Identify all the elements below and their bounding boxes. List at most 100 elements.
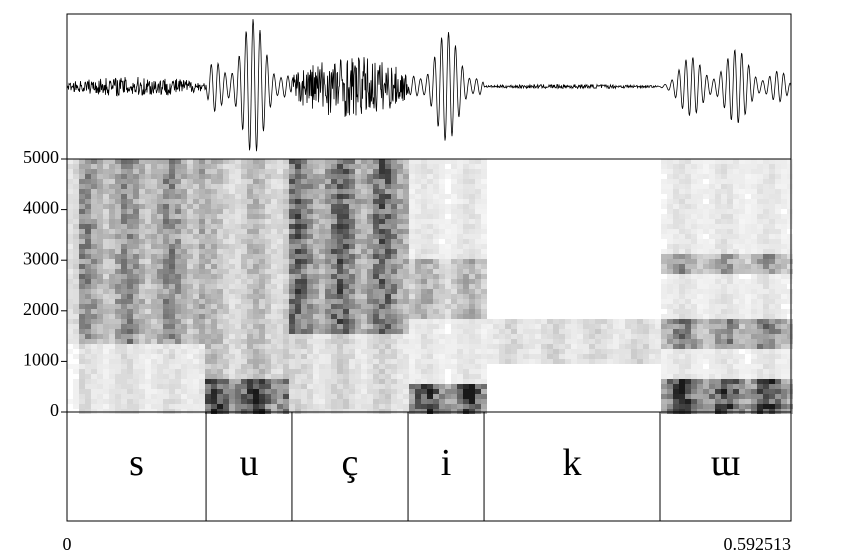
spectrogram-cell <box>733 364 739 369</box>
spectrogram-cell <box>427 199 433 204</box>
spectrogram-cell <box>127 344 133 349</box>
spectrogram-cell <box>415 294 421 299</box>
spectrogram-cell <box>349 264 355 269</box>
spectrogram-cell <box>295 204 301 209</box>
spectrogram-cell <box>193 174 199 179</box>
spectrogram-cell <box>109 299 115 304</box>
spectrogram-cell <box>379 399 385 404</box>
spectrogram-cell <box>79 399 85 404</box>
spectrogram-cell <box>283 259 289 264</box>
spectrogram-cell <box>433 369 439 374</box>
spectrogram-cell <box>469 259 475 264</box>
spectrogram-cell <box>391 274 397 279</box>
spectrogram-cell <box>163 279 169 284</box>
spectrogram-cell <box>217 399 223 404</box>
spectrogram-cell <box>223 374 229 379</box>
spectrogram-cell <box>331 339 337 344</box>
spectrogram-cell <box>247 229 253 234</box>
spectrogram-cell <box>187 239 193 244</box>
spectrogram-cell <box>517 344 523 349</box>
spectrogram-cell <box>265 364 271 369</box>
spectrogram-cell <box>697 274 703 279</box>
spectrogram-cell <box>301 229 307 234</box>
spectrogram-cell <box>355 394 361 399</box>
spectrogram-cell <box>331 214 337 219</box>
spectrogram-cell <box>217 164 223 169</box>
spectrogram-cell <box>199 369 205 374</box>
spectrogram-cell <box>133 254 139 259</box>
spectrogram-cell <box>313 379 319 384</box>
spectrogram-cell <box>193 224 199 229</box>
spectrogram-cell <box>325 339 331 344</box>
spectrogram-cell <box>379 354 385 359</box>
spectrogram-cell <box>295 359 301 364</box>
spectrogram-cell <box>103 364 109 369</box>
spectrogram-cell <box>451 309 457 314</box>
spectrogram-cell <box>97 399 103 404</box>
spectrogram-cell <box>337 399 343 404</box>
spectrogram-cell <box>85 184 91 189</box>
spectrogram-cell <box>757 404 763 409</box>
spectrogram-cell <box>181 289 187 294</box>
spectrogram-cell <box>325 174 331 179</box>
spectrogram-cell <box>373 339 379 344</box>
spectrogram-cell <box>637 354 643 359</box>
spectrogram-cell <box>589 324 595 329</box>
spectrogram-cell <box>235 364 241 369</box>
spectrogram-cell <box>457 364 463 369</box>
spectrogram-cell <box>427 369 433 374</box>
spectrogram-cell <box>91 229 97 234</box>
spectrogram-cell <box>79 299 85 304</box>
spectrogram-cell <box>325 399 331 404</box>
spectrogram-cell <box>403 179 409 184</box>
spectrogram-cell <box>667 269 673 274</box>
spectrogram-cell <box>235 249 241 254</box>
spectrogram-cell <box>325 209 331 214</box>
spectrogram-cell <box>151 399 157 404</box>
spectrogram-cell <box>271 404 277 409</box>
spectrogram-cell <box>361 344 367 349</box>
spectrogram-cell <box>265 244 271 249</box>
spectrogram-cell <box>181 364 187 369</box>
spectrogram-cell <box>181 299 187 304</box>
spectrogram-cell <box>139 169 145 174</box>
spectrogram-cell <box>283 324 289 329</box>
spectrogram-cell <box>109 214 115 219</box>
spectrogram-cell <box>481 169 487 174</box>
spectrogram-cell <box>721 249 727 254</box>
spectrogram-cell <box>421 229 427 234</box>
spectrogram-cell <box>625 329 631 334</box>
spectrogram-cell <box>745 299 751 304</box>
spectrogram-cell <box>169 194 175 199</box>
spectrogram-cell <box>421 269 427 274</box>
spectrogram-cell <box>439 399 445 404</box>
spectrogram-cell <box>775 369 781 374</box>
spectrogram-cell <box>73 299 79 304</box>
spectrogram-cell <box>343 174 349 179</box>
spectrogram-cell <box>421 359 427 364</box>
spectrogram-cell <box>145 179 151 184</box>
spectrogram-cell <box>361 314 367 319</box>
spectrogram-cell <box>487 339 493 344</box>
spectrogram-cell <box>235 339 241 344</box>
spectrogram-cell <box>139 259 145 264</box>
spectrogram-cell <box>733 349 739 354</box>
spectrogram-cell <box>727 294 733 299</box>
spectrogram-cell <box>115 389 121 394</box>
spectrogram-cell <box>739 239 745 244</box>
spectrogram-cell <box>763 164 769 169</box>
spectrogram-cell <box>367 314 373 319</box>
spectrogram-cell <box>391 404 397 409</box>
spectrogram-cell <box>235 309 241 314</box>
spectrogram-cell <box>679 364 685 369</box>
spectrogram-cell <box>343 284 349 289</box>
spectrogram-cell <box>427 164 433 169</box>
spectrogram-cell <box>253 344 259 349</box>
spectrogram-cell <box>781 404 787 409</box>
spectrogram-cell <box>427 374 433 379</box>
spectrogram-cell <box>205 364 211 369</box>
spectrogram-cell <box>259 259 265 264</box>
spectrogram-cell <box>247 194 253 199</box>
spectrogram-cell <box>157 214 163 219</box>
spectrogram-cell <box>241 214 247 219</box>
